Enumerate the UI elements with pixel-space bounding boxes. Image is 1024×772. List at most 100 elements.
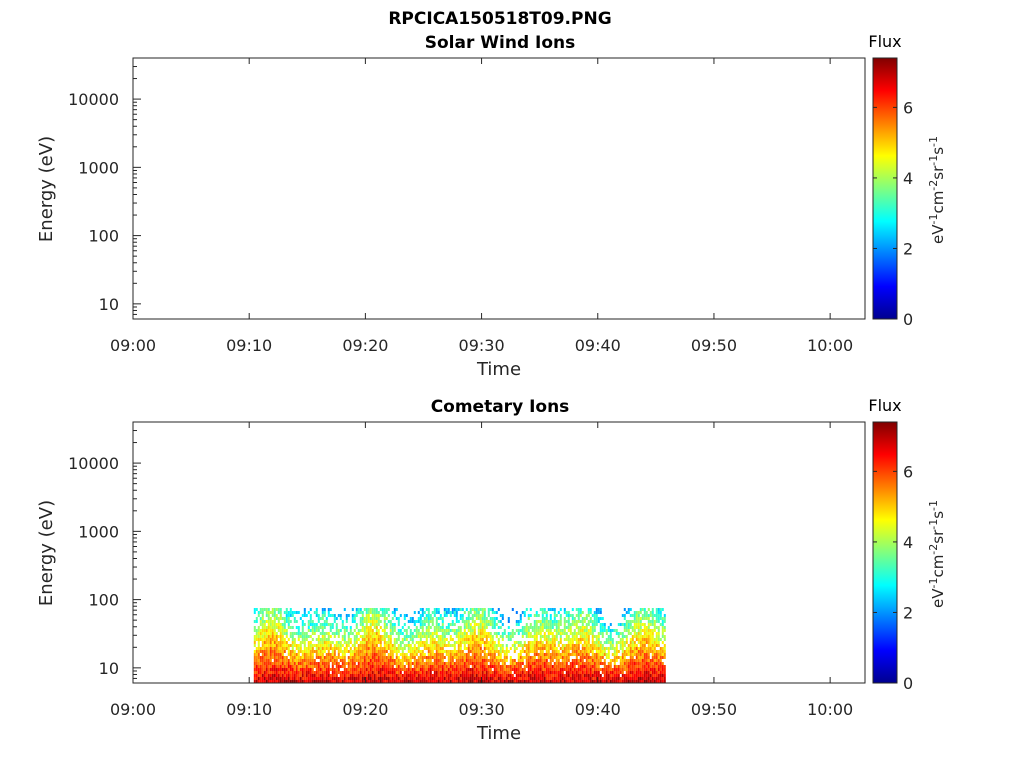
flux-cell — [567, 620, 570, 623]
flux-cell — [597, 656, 600, 659]
flux-cell — [255, 620, 258, 623]
flux-cell — [279, 671, 282, 674]
flux-cell — [309, 662, 312, 665]
flux-cell — [337, 629, 340, 632]
flux-cell — [455, 653, 458, 656]
flux-cell — [481, 635, 484, 638]
flux-cell — [447, 623, 450, 626]
flux-cell — [645, 662, 648, 665]
flux-cell — [477, 626, 480, 629]
flux-cell — [657, 653, 660, 656]
flux-cell — [553, 677, 556, 680]
flux-cell — [405, 614, 408, 617]
flux-cell — [323, 674, 326, 677]
flux-cell — [569, 644, 572, 647]
flux-cell — [591, 653, 594, 656]
flux-cell — [521, 611, 524, 614]
flux-cell — [399, 653, 402, 656]
flux-cell — [479, 662, 482, 665]
flux-cell — [555, 659, 558, 662]
flux-cell — [307, 671, 310, 674]
flux-cell — [661, 680, 664, 683]
flux-cell — [605, 677, 608, 680]
y-axis-label: Energy (eV) — [36, 500, 57, 606]
flux-cell — [537, 614, 540, 617]
flux-cell — [447, 668, 450, 671]
flux-cell — [637, 671, 640, 674]
flux-cell — [559, 671, 562, 674]
flux-cell — [575, 680, 578, 683]
flux-cell — [263, 650, 266, 653]
flux-cell — [487, 608, 490, 611]
flux-cell — [633, 620, 636, 623]
flux-cell — [527, 617, 530, 620]
flux-cell — [625, 611, 628, 614]
flux-cell — [451, 653, 454, 656]
flux-cell — [279, 662, 282, 665]
flux-cell — [601, 632, 604, 635]
flux-cell — [589, 647, 592, 650]
flux-cell — [417, 665, 420, 668]
flux-cell — [407, 680, 410, 683]
flux-cell — [315, 668, 318, 671]
flux-cell — [343, 662, 346, 665]
flux-cell — [353, 677, 356, 680]
flux-cell — [321, 650, 324, 653]
flux-cell — [337, 650, 340, 653]
flux-cell — [385, 662, 388, 665]
flux-cell — [445, 650, 448, 653]
flux-cell — [333, 653, 336, 656]
flux-cell — [537, 674, 540, 677]
colorbar-tick-label: 4 — [903, 533, 913, 552]
flux-cell — [465, 647, 468, 650]
flux-cell — [569, 647, 572, 650]
flux-cell — [653, 620, 656, 623]
flux-cell — [635, 647, 638, 650]
flux-cell — [473, 677, 476, 680]
flux-cell — [425, 629, 428, 632]
flux-cell — [547, 638, 550, 641]
flux-cell — [381, 638, 384, 641]
flux-cell — [365, 638, 368, 641]
flux-cell — [493, 659, 496, 662]
flux-cell — [593, 626, 596, 629]
flux-cell — [441, 677, 444, 680]
flux-cell — [405, 680, 408, 683]
flux-cell — [365, 671, 368, 674]
flux-cell — [449, 629, 452, 632]
flux-cell — [643, 638, 646, 641]
flux-cell — [423, 674, 426, 677]
flux-cell — [589, 617, 592, 620]
flux-cell — [259, 677, 262, 680]
flux-cell — [353, 638, 356, 641]
x-tick-label: 09:00 — [110, 336, 156, 355]
flux-cell — [417, 650, 420, 653]
flux-cell — [383, 623, 386, 626]
flux-cell — [401, 665, 404, 668]
flux-cell — [277, 674, 280, 677]
flux-cell — [481, 659, 484, 662]
flux-cell — [421, 668, 424, 671]
flux-cell — [643, 611, 646, 614]
flux-cell — [641, 635, 644, 638]
flux-cell — [473, 650, 476, 653]
flux-cell — [533, 629, 536, 632]
flux-cell — [327, 653, 330, 656]
flux-cell — [355, 653, 358, 656]
flux-cell — [545, 620, 548, 623]
flux-cell — [361, 641, 364, 644]
flux-cell — [265, 674, 268, 677]
flux-cell — [593, 635, 596, 638]
flux-cell — [541, 671, 544, 674]
flux-cell — [301, 662, 304, 665]
flux-cell — [525, 680, 528, 683]
flux-cell — [533, 635, 536, 638]
flux-cell — [527, 674, 530, 677]
flux-cell — [297, 656, 300, 659]
flux-cell — [437, 611, 440, 614]
flux-cell — [315, 662, 318, 665]
flux-cell — [559, 662, 562, 665]
flux-cell — [603, 629, 606, 632]
flux-cell — [519, 680, 522, 683]
flux-cell — [465, 623, 468, 626]
